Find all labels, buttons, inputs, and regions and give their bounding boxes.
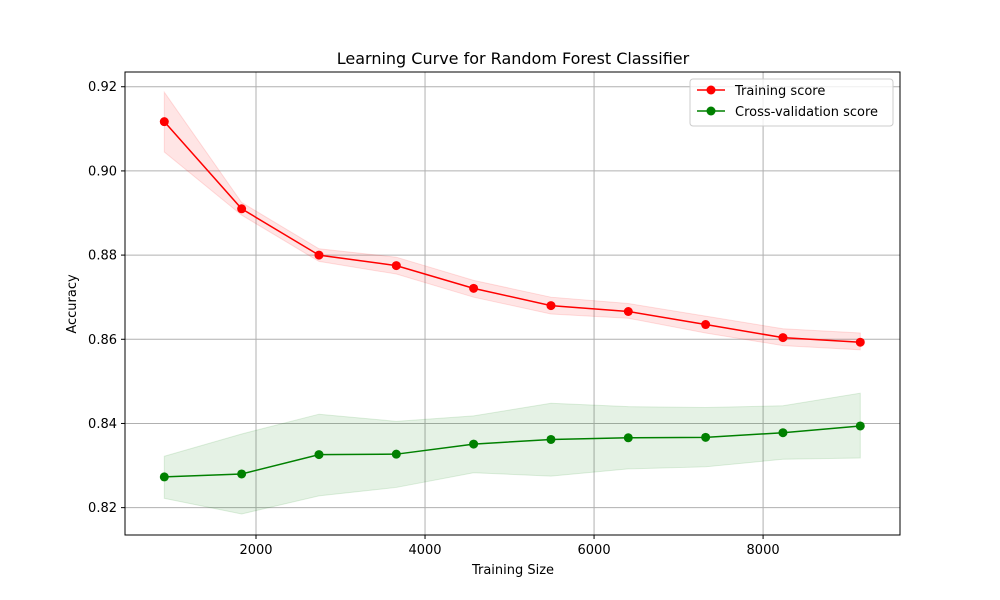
confidence-band-1 [163,392,861,515]
y-tick-label: 0.86 [88,333,117,348]
y-tick-label: 0.84 [88,417,117,432]
data-point-1 [391,449,401,459]
data-point-0 [469,283,479,293]
y-tick-label: 0.92 [88,80,117,95]
data-point-0 [701,320,711,330]
y-tick-label: 0.88 [88,249,117,264]
data-point-0 [391,261,401,271]
y-axis-label: Accuracy [65,274,80,334]
data-point-0 [237,204,247,214]
chart-title: Learning Curve for Random Forest Classif… [337,49,690,68]
data-point-1 [623,433,633,443]
y-tick-label: 0.82 [88,501,117,516]
data-point-1 [159,472,169,482]
x-tick-label: 4000 [408,543,441,558]
y-axis-ticks: 0.82 0.84 0.86 0.88 0.90 0.92 [88,80,125,516]
data-point-1 [701,432,711,442]
x-tick-label: 8000 [747,543,780,558]
data-point-1 [237,469,247,479]
data-point-0 [855,337,865,347]
x-tick-label: 6000 [578,543,611,558]
data-point-1 [855,421,865,431]
legend-marker-training [706,85,716,95]
series-lines [163,121,861,478]
series-line-0 [163,121,861,343]
data-point-0 [623,306,633,316]
legend-label-cv: Cross-validation score [735,105,878,120]
plot-area-frame [124,71,901,536]
series-points [159,117,865,482]
data-point-1 [469,439,479,449]
x-axis-ticks: 2000 4000 6000 8000 [239,535,780,558]
confidence-bands [163,90,861,515]
data-point-0 [159,117,169,127]
x-axis-label: Training Size [471,563,554,578]
confidence-band-0 [163,90,861,351]
legend-box [689,78,894,127]
data-point-1 [546,434,556,444]
legend-label-training: Training score [734,84,825,99]
data-point-0 [314,250,324,260]
data-point-1 [778,428,788,438]
x-tick-label: 2000 [239,543,272,558]
legend: Training score Cross-validation score [689,78,894,127]
legend-marker-cv [706,106,716,116]
data-point-0 [778,333,788,343]
data-point-0 [546,301,556,311]
series-line-1 [164,425,861,478]
y-tick-label: 0.90 [88,164,117,179]
data-point-1 [314,450,324,460]
